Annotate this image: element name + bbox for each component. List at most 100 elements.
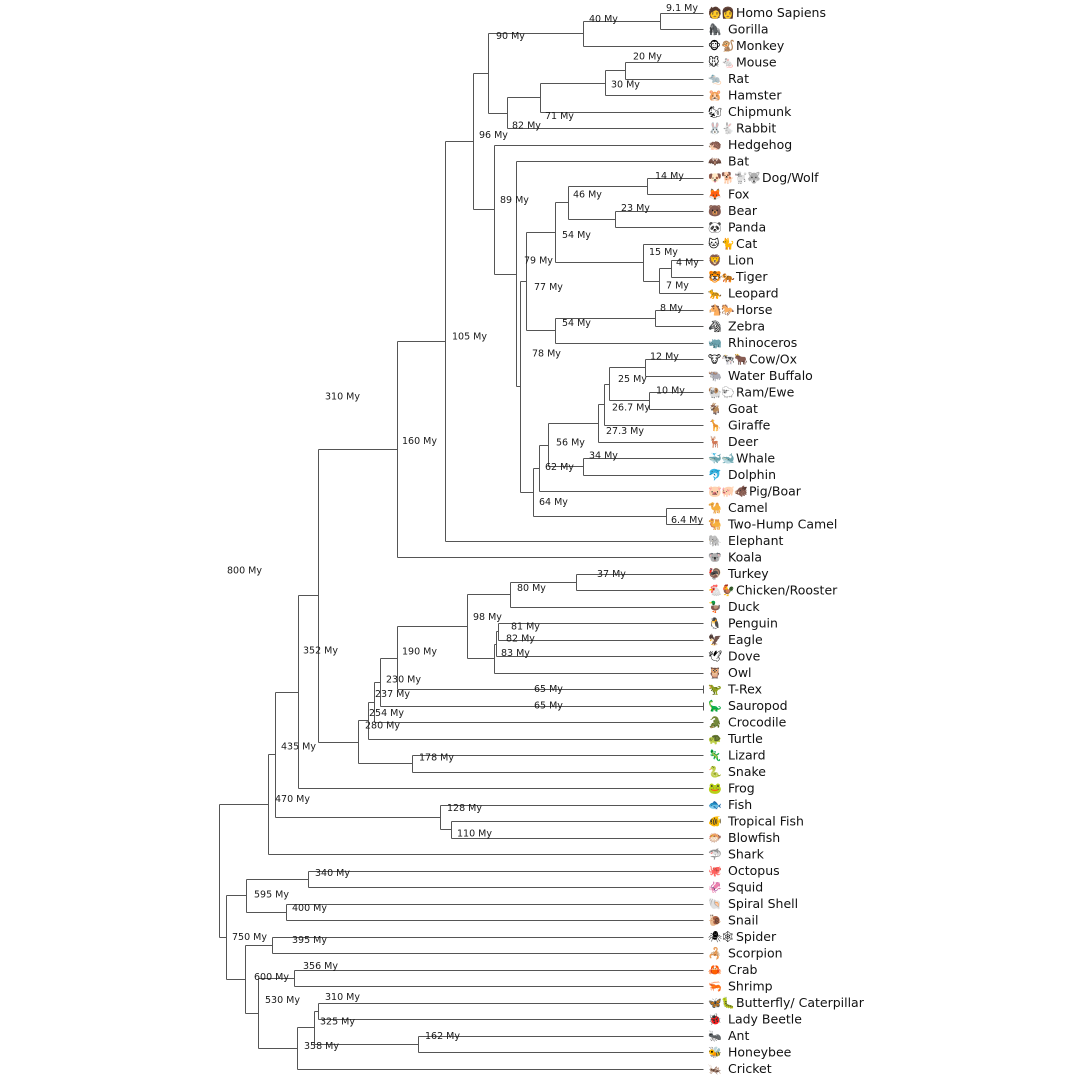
divergence-age-label: 280 My: [365, 721, 400, 732]
species-leaf: 🐬 Dolphin: [708, 467, 776, 482]
species-label: Homo Sapiens: [736, 5, 826, 20]
species-label: Camel: [728, 500, 768, 515]
croc-icon: 🐊: [708, 715, 722, 729]
chicken-icon: 🐔: [708, 584, 722, 597]
dog-icon: 🐶: [708, 172, 722, 185]
divergence-age-label: 25 My: [618, 374, 647, 385]
divergence-age-label: 110 My: [457, 828, 492, 839]
divergence-age-label: 80 My: [517, 583, 546, 594]
cricket-icon: 🦗: [708, 1063, 722, 1076]
species-label: Whale: [736, 451, 775, 466]
zebra-icon: 🦓: [708, 320, 722, 333]
divergence-age-label: 310 My: [325, 992, 360, 1003]
species-leaf: 🦋 🐛 Butterfly/ Caterpillar: [708, 995, 865, 1010]
species-label: Goat: [728, 401, 758, 416]
divergence-age-label: 190 My: [402, 647, 437, 658]
divergence-age-label: 15 My: [649, 247, 678, 258]
species-label: Duck: [728, 599, 760, 614]
species-label: Frog: [728, 781, 755, 796]
hamster-icon: 🐹: [708, 89, 722, 102]
divergence-age-label: 178 My: [419, 752, 454, 763]
species-leaf: 🐯 🐅 Tiger: [708, 269, 768, 284]
divergence-age-labels: 9.1 My 40 My 20 My 30 My 71 My 82 My 90 My 14 M…: [227, 3, 703, 1052]
species-label: Two-Hump Camel: [727, 517, 837, 532]
blowfish-icon: 🐡: [708, 832, 722, 845]
koala-icon: 🐨: [708, 551, 722, 564]
species-leaf: 🐧 Penguin: [708, 616, 778, 631]
camel-icon: 🐪: [708, 502, 722, 515]
species-leaf: 🐙 Octopus: [708, 863, 780, 878]
divergence-age-label: 595 My: [254, 889, 289, 900]
species-label: Rabbit: [736, 121, 776, 136]
species-label: Dove: [728, 649, 761, 664]
divergence-age-label: 8 My: [660, 303, 683, 314]
divergence-age-label: 26.7 My: [612, 402, 650, 413]
species-label: Hamster: [728, 88, 782, 103]
species-leaf: 🐐 Goat: [708, 401, 758, 416]
species-leaf: 🐚 Spiral Shell: [708, 896, 798, 911]
divergence-age-label: 356 My: [303, 961, 338, 972]
divergence-age-label: 90 My: [496, 31, 525, 42]
divergence-age-label: 54 My: [562, 230, 591, 241]
species-label: Dog/Wolf: [762, 170, 819, 185]
divergence-age-label: 395 My: [292, 935, 327, 946]
species-label: Lady Beetle: [728, 1012, 802, 1027]
divergence-age-label: 162 My: [425, 1031, 460, 1042]
species-label: Panda: [728, 220, 766, 235]
species-leaf: 🐌 Snail: [708, 913, 758, 928]
species-label: Mouse: [736, 55, 777, 70]
species-leaf: 🦎 Lizard: [708, 748, 766, 763]
leopard-icon: 🐆: [708, 287, 722, 300]
species-leaf: 🦂 Scorpion: [708, 946, 783, 961]
species-leaf: 🐀 Rat: [708, 71, 749, 86]
tiger-icon: 🐯: [708, 270, 722, 284]
species-leaf: 🐞 Lady Beetle: [708, 1012, 802, 1027]
species-leaf: 🐏 🐑 Ram/Ewe: [708, 385, 795, 400]
species-leaf: 🐱 🐈 Cat: [708, 236, 757, 251]
dog-icon: 🐺: [747, 172, 761, 185]
species-label: Turtle: [727, 731, 763, 746]
species-leaf: 🧑 👩 Homo Sapiens: [708, 5, 826, 20]
spider-icon: 🕷: [708, 931, 722, 944]
elephant-icon: 🐘: [708, 535, 722, 548]
divergence-age-label: 160 My: [402, 436, 437, 447]
divergence-age-label: 34 My: [589, 450, 618, 461]
species-label: Chipmunk: [728, 104, 792, 119]
species-label: Ant: [728, 1028, 749, 1043]
species-label: Cow/Ox: [749, 352, 797, 367]
divergence-age-label: 7 My: [666, 281, 689, 292]
camel2-icon: 🐫: [708, 518, 722, 531]
rhino-icon: 🦏: [708, 337, 722, 350]
pig-icon: 🐗: [734, 485, 748, 498]
species-label: Shrimp: [728, 979, 773, 994]
species-label: Cat: [736, 236, 757, 251]
divergence-age-label: 4 My: [676, 257, 699, 268]
species-label: Scorpion: [728, 946, 783, 961]
fish-icon: 🐟: [708, 799, 722, 812]
species-label: Fish: [728, 797, 752, 812]
divergence-age-label: 358 My: [304, 1041, 339, 1052]
shrimp-icon: 🦐: [708, 980, 722, 993]
shell-icon: 🐚: [708, 898, 722, 911]
whale-icon: 🐋: [721, 452, 735, 465]
bear-icon: 🐻: [708, 204, 722, 218]
species-label: Squid: [728, 880, 763, 895]
species-leaf: 🐟 Fish: [708, 797, 752, 812]
species-leaf: 🦓 Zebra: [708, 319, 765, 334]
octopus-icon: 🐙: [708, 865, 722, 878]
horse-icon: 🐎: [721, 304, 735, 317]
species-leaf: 🐠 Tropical Fish: [708, 814, 804, 829]
species-leaf: 🐶 🐕 🐩 🐺 Dog/Wolf: [708, 170, 819, 185]
species-label: Horse: [736, 302, 773, 317]
species-label: Snake: [728, 764, 766, 779]
species-label: Koala: [728, 550, 762, 565]
snail-icon: 🐌: [708, 914, 722, 927]
species-label: Water Buffalo: [728, 368, 813, 383]
species-label: Elephant: [728, 533, 784, 548]
species-label: Lizard: [728, 748, 766, 763]
pig-icon: 🐖: [721, 485, 735, 498]
species-label: Rhinoceros: [728, 335, 797, 350]
ladybeetle-icon: 🐞: [708, 1013, 722, 1026]
species-leaf: 🐢 Turtle: [708, 731, 763, 746]
lizard-icon: 🦎: [708, 749, 722, 762]
